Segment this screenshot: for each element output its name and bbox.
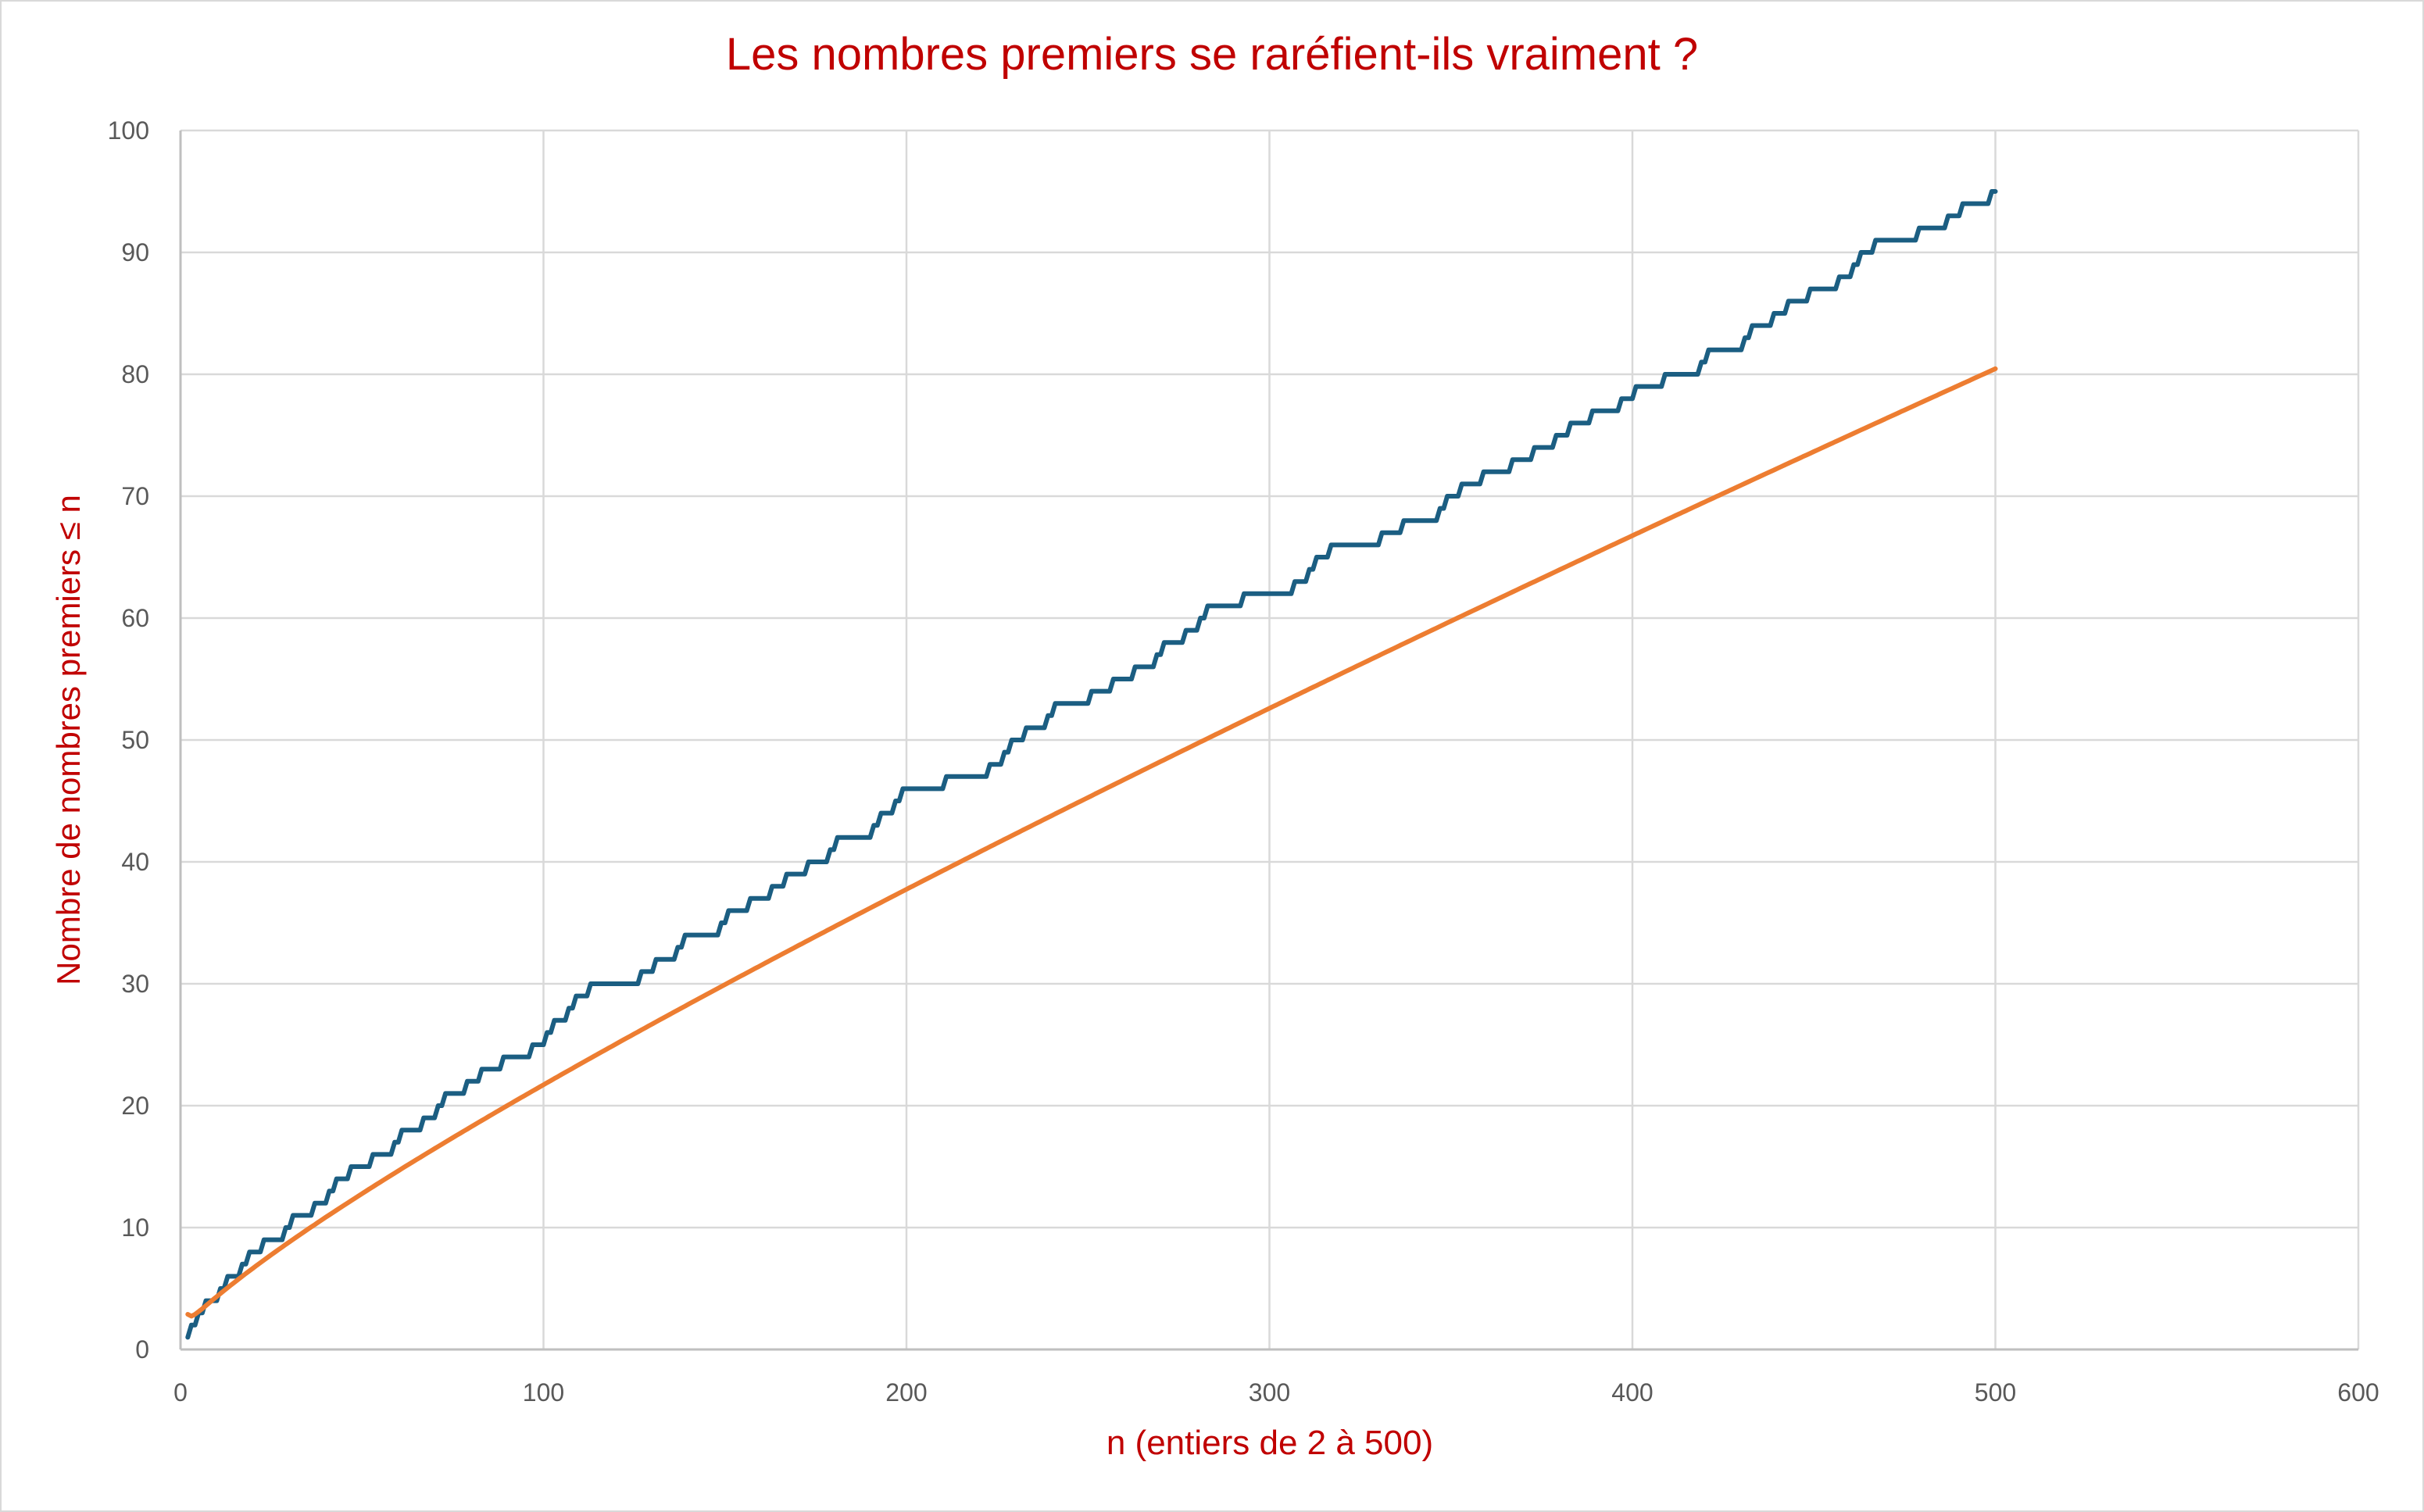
x-tick-label: 400	[1611, 1378, 1653, 1407]
n-over-ln-n-line	[185, 366, 1998, 1319]
y-tick-label: 100	[108, 116, 149, 145]
y-tick-label: 40	[121, 848, 149, 876]
x-tick-label: 500	[1975, 1378, 2016, 1407]
y-tick-label: 30	[121, 970, 149, 998]
y-tick-label: 0	[135, 1335, 149, 1364]
chart-title: Les nombres premiers se raréfient-ils vr…	[725, 29, 1699, 80]
tick-labels: 0 10 20 30 40 50 60 70 80 90 100 0 100 200 300 400 500 60…	[108, 116, 2379, 1407]
x-tick-label: 0	[173, 1378, 188, 1407]
y-tick-label: 90	[121, 238, 149, 266]
x-axis-label: n (entiers de 2 à 500)	[1106, 1424, 1434, 1462]
y-tick-label: 10	[121, 1214, 149, 1242]
y-tick-label: 70	[121, 482, 149, 510]
y-tick-label: 60	[121, 604, 149, 632]
x-tick-label: 300	[1249, 1378, 1290, 1407]
prime-count-line	[185, 189, 1998, 1340]
y-tick-label: 80	[121, 360, 149, 388]
x-tick-label: 200	[885, 1378, 927, 1407]
gridlines	[179, 129, 2360, 1351]
x-tick-label: 100	[523, 1378, 564, 1407]
y-tick-label: 50	[121, 726, 149, 754]
x-tick-label: 600	[2337, 1378, 2379, 1407]
y-tick-label: 20	[121, 1092, 149, 1120]
